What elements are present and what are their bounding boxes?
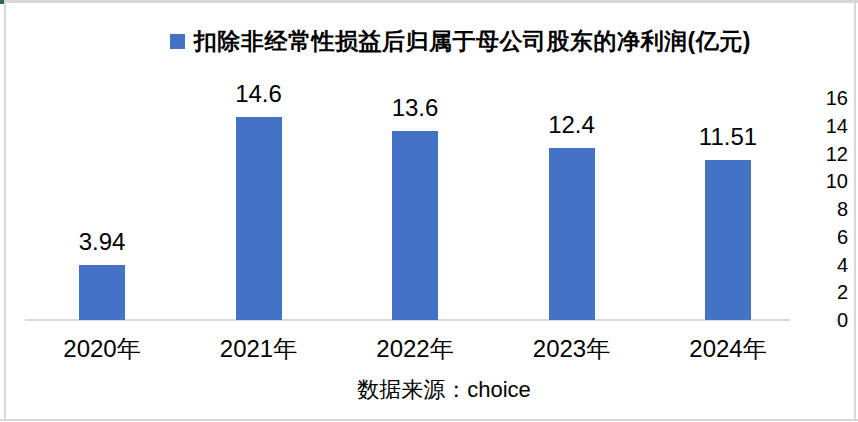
y-axis-tick-label: 14 — [790, 113, 848, 139]
value-label: 12.4 — [502, 110, 642, 140]
data-source-label: 数据来源：choice — [30, 375, 858, 405]
value-label: 13.6 — [345, 93, 485, 123]
y-axis-tick-label: 0 — [790, 307, 848, 333]
chart-canvas: 扣除非经常性损益后归属于母公司股东的净利润(亿元) 3.942020年14.62… — [0, 0, 858, 422]
y-axis-tick-label: 10 — [790, 168, 848, 194]
plot-area: 3.94 2020年 14.6 2021年 13.6 2022年 12.4 2023年 11.5… — [0, 0, 858, 422]
y-axis-tick-label: 6 — [790, 224, 848, 250]
y-axis-tick-label: 12 — [790, 141, 848, 167]
bar-2023年[interactable] — [549, 148, 595, 320]
x-axis-label: 2021年 — [189, 334, 329, 364]
y-axis-tick-label: 16 — [790, 85, 848, 111]
x-axis-label: 2022年 — [345, 334, 485, 364]
bar-2021年[interactable] — [236, 117, 282, 320]
y-axis-tick-label: 4 — [790, 252, 848, 278]
x-axis-label: 2023年 — [502, 334, 642, 364]
bar-2024年[interactable] — [705, 160, 751, 320]
x-axis-label: 2020年 — [32, 334, 172, 364]
value-label: 11.51 — [658, 122, 798, 152]
value-label: 14.6 — [189, 79, 329, 109]
value-label: 3.94 — [32, 227, 172, 257]
y-axis-tick-label: 2 — [790, 279, 848, 305]
y-axis-tick-label: 8 — [790, 196, 848, 222]
bar-2022年[interactable] — [392, 131, 438, 320]
x-axis-label: 2024年 — [658, 334, 798, 364]
bar-2020年[interactable] — [79, 265, 125, 320]
